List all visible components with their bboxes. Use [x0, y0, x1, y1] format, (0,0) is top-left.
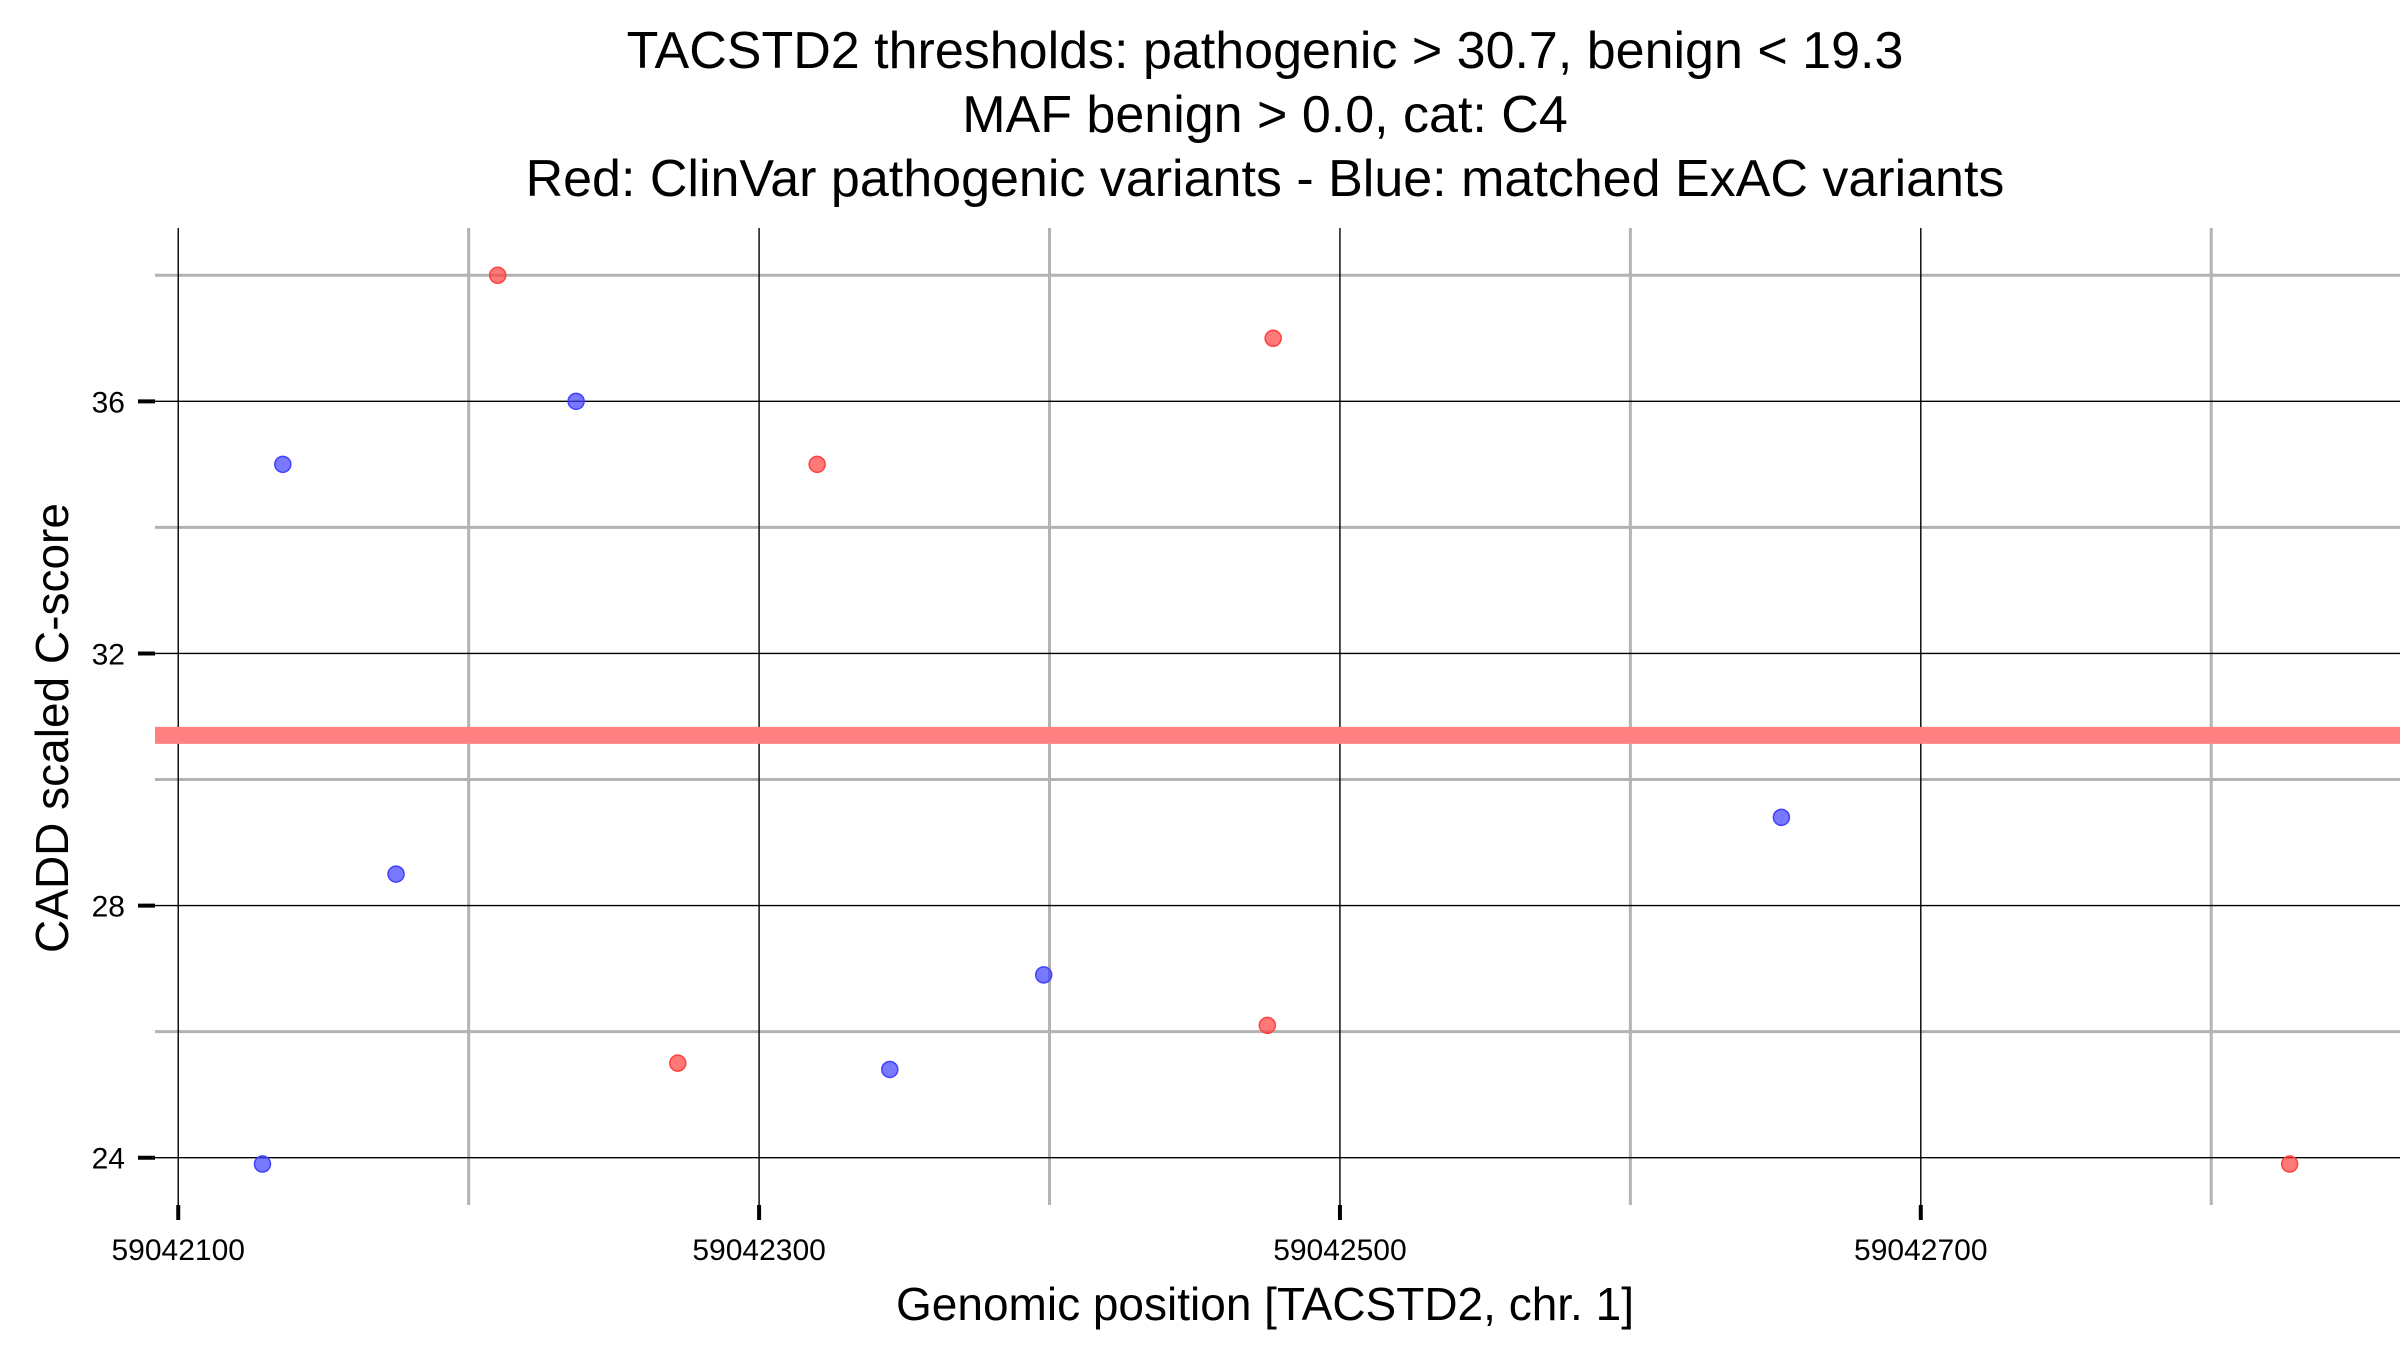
clinvar-point — [669, 1054, 687, 1072]
exac-point — [387, 865, 405, 883]
y-tick-label: 36 — [92, 386, 125, 419]
y-tick-label: 32 — [92, 638, 125, 671]
chart-title: TACSTD2 thresholds: pathogenic > 30.7, b… — [526, 22, 2005, 208]
x-tick-label: 59042500 — [1273, 1234, 1406, 1267]
grid-lines — [155, 228, 2400, 1205]
exac-point — [274, 455, 292, 474]
exac-point — [567, 392, 585, 411]
clinvar-point — [808, 455, 826, 474]
exac-point — [253, 1155, 272, 1173]
clinvar-point — [1264, 329, 1282, 348]
title-line-1: TACSTD2 thresholds: pathogenic > 30.7, b… — [627, 22, 1904, 80]
y-tick-label: 24 — [92, 1143, 125, 1176]
clinvar-point — [1258, 1016, 1277, 1035]
exac-point — [1772, 808, 1791, 827]
x-tick-label: 59042100 — [111, 1234, 244, 1267]
clinvar-point — [488, 266, 507, 285]
x-tick-label: 59042300 — [692, 1234, 825, 1267]
x-axis-title: Genomic position [TACSTD2, chr. 1] — [896, 1278, 1634, 1330]
y-axis-title: CADD scaled C-score — [26, 503, 78, 953]
x-tick-label: 59042700 — [1854, 1234, 1987, 1267]
exac-point — [881, 1060, 899, 1079]
axis-ticks: 59042100 59042300 59042500 59042700 24 28 32 36 — [92, 386, 1988, 1267]
y-tick-label: 28 — [92, 891, 125, 924]
title-line-2: MAF benign > 0.0, cat: C4 — [962, 86, 1568, 144]
exac-point — [1034, 966, 1053, 984]
data-points — [253, 266, 2299, 1173]
clinvar-point — [2280, 1155, 2299, 1173]
title-line-3: Red: ClinVar pathogenic variants - Blue:… — [526, 150, 2005, 208]
